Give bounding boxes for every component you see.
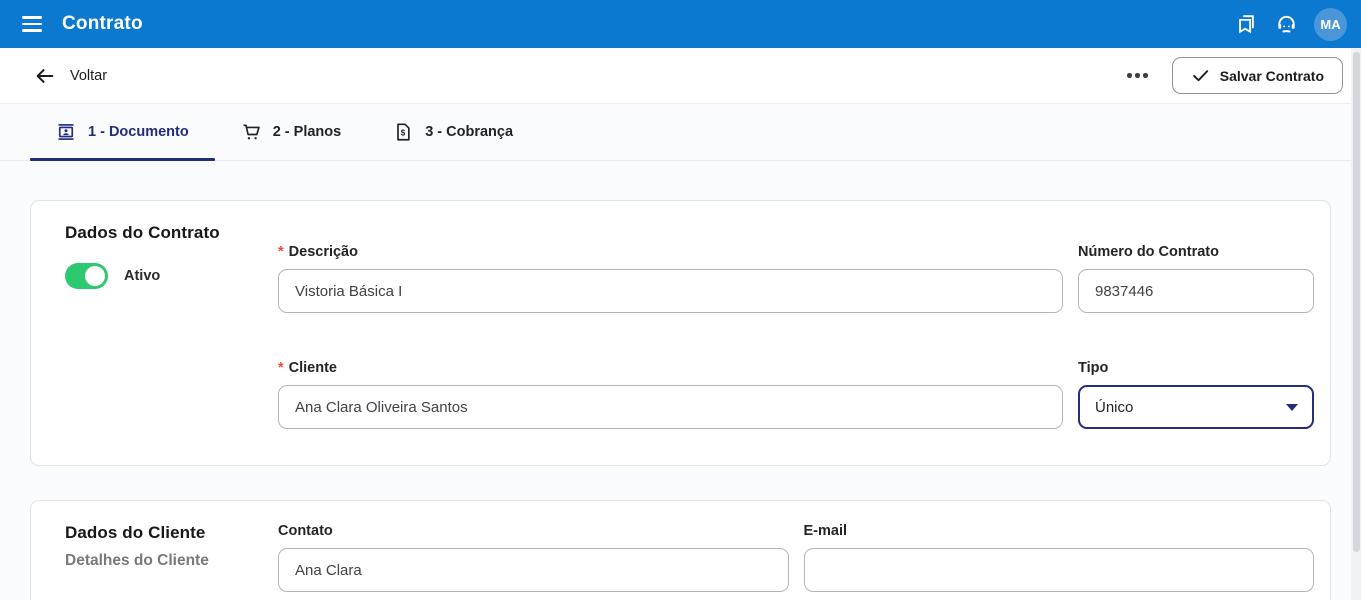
contact-card-icon — [58, 124, 74, 140]
shopping-cart-icon — [243, 124, 260, 140]
required-marker: * — [278, 360, 284, 376]
card-title: Dados do Contrato — [65, 223, 220, 242]
field-label: * Cliente — [278, 360, 337, 376]
back-label: Voltar — [70, 67, 108, 84]
card-title: Dados do Cliente — [65, 523, 206, 542]
back-button[interactable]: Voltar — [34, 65, 107, 87]
tab-documento[interactable]: 1 - Documento — [30, 104, 215, 161]
support-agent-icon[interactable] — [1266, 4, 1306, 44]
check-icon — [1192, 70, 1208, 82]
app-title: Contrato — [62, 13, 143, 34]
numero-contrato-input[interactable] — [1078, 269, 1314, 313]
invoice-icon: $ — [397, 123, 410, 141]
svg-text:$: $ — [401, 128, 406, 137]
field-contato: Contato — [278, 523, 789, 592]
field-label: Contato — [278, 523, 333, 539]
scrollbar-thumb[interactable] — [1352, 52, 1360, 552]
save-contract-label: Salvar Contrato — [1219, 67, 1324, 84]
chevron-down-icon — [1286, 403, 1298, 411]
form-content: Dados do Contrato Ativo * Descrição Núme… — [0, 161, 1361, 600]
stepper-tabs: 1 - Documento 2 - Planos $ 3 - Cobrança — [0, 104, 1361, 161]
field-numero-contrato: Número do Contrato — [1078, 244, 1314, 313]
contract-data-card: Dados do Contrato Ativo * Descrição Núme… — [30, 200, 1331, 466]
app-bar: Contrato MA — [0, 0, 1361, 48]
required-marker: * — [278, 244, 284, 260]
field-label: E-mail — [803, 523, 848, 539]
tab-label: 2 - Planos — [272, 124, 342, 140]
tab-label: 1 - Documento — [88, 124, 189, 140]
field-email: E-mail — [803, 523, 1314, 592]
cliente-input[interactable] — [278, 385, 1063, 429]
client-data-card: Dados do Cliente Detalhes do Cliente Con… — [30, 500, 1331, 600]
contato-input[interactable] — [278, 548, 789, 592]
tipo-selected-value: Único — [1095, 398, 1134, 416]
field-label: Número do Contrato — [1078, 244, 1219, 260]
email-input[interactable] — [803, 548, 1314, 592]
scrollbar[interactable] — [1351, 48, 1361, 600]
tipo-select[interactable]: Único — [1078, 385, 1314, 429]
field-label: Tipo — [1078, 360, 1109, 376]
save-contract-button[interactable]: Salvar Contrato — [1171, 57, 1343, 94]
active-toggle-label: Ativo — [124, 268, 161, 284]
bookmarks-icon[interactable] — [1226, 4, 1266, 44]
tab-cobranca[interactable]: $ 3 - Cobrança — [367, 104, 539, 160]
tab-label: 3 - Cobrança — [425, 124, 514, 140]
avatar[interactable]: MA — [1314, 7, 1347, 41]
more-options-icon[interactable] — [1117, 63, 1158, 88]
field-descricao: * Descrição — [278, 244, 1063, 313]
menu-icon[interactable] — [22, 12, 46, 36]
field-cliente: * Cliente — [278, 360, 1063, 429]
field-tipo: Tipo Único — [1078, 360, 1314, 429]
tab-planos[interactable]: 2 - Planos — [215, 104, 368, 160]
descricao-input[interactable] — [278, 269, 1063, 313]
page-toolbar: Voltar Salvar Contrato — [0, 48, 1361, 104]
active-toggle[interactable] — [65, 263, 108, 289]
field-label: * Descrição — [278, 244, 358, 260]
back-arrow-icon — [36, 68, 54, 83]
card-subtitle: Detalhes do Cliente — [65, 552, 209, 569]
